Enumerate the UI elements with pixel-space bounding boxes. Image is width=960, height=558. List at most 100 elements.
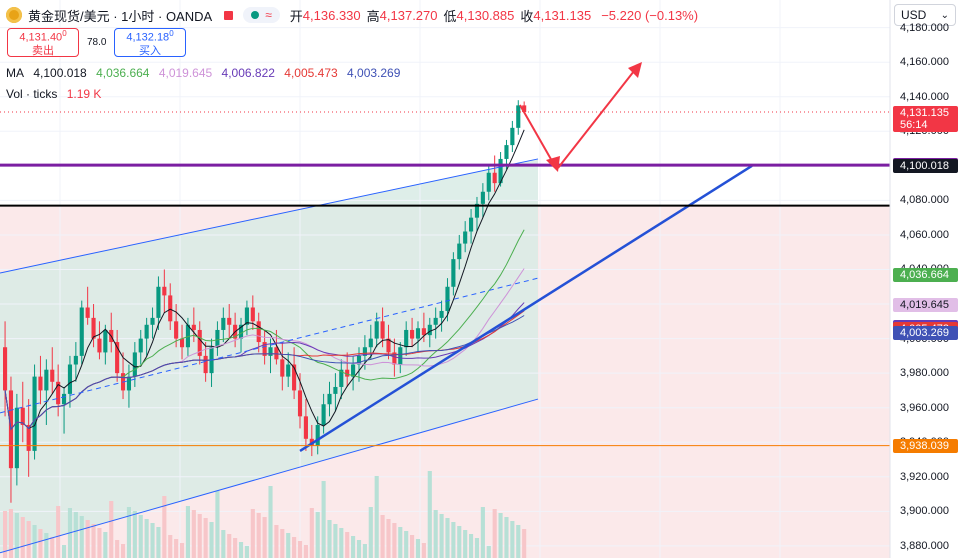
- volume-bar: [268, 486, 273, 558]
- candle-body: [61, 393, 67, 405]
- high-value: 4,137.270: [379, 7, 438, 23]
- candle-body: [333, 386, 338, 394]
- volume-bar: [410, 535, 415, 558]
- flag-icon[interactable]: [224, 10, 234, 20]
- candle-body: [73, 355, 78, 365]
- volume-bar: [386, 519, 391, 558]
- ma-value-5: 4,005.473: [284, 66, 338, 80]
- volume-bar: [179, 543, 185, 558]
- volume-bar: [315, 512, 320, 558]
- candle-body: [150, 317, 155, 325]
- y-tick-label: 4,080.000: [900, 194, 949, 207]
- price-change: −5.220 (−0.13%): [601, 7, 699, 23]
- forecast-arrow-up: [557, 65, 639, 169]
- candle-body: [498, 158, 503, 184]
- candle-body: [91, 317, 96, 339]
- candle-body: [3, 347, 8, 391]
- volume-bar: [203, 518, 208, 558]
- volume-bar: [303, 545, 308, 558]
- buy-price-main: 4,132.18: [126, 31, 170, 44]
- market-status-pill[interactable]: ≈: [243, 7, 280, 23]
- price-tag: 4,019.645: [893, 297, 958, 312]
- candle-body: [410, 329, 415, 339]
- candle-body: [221, 317, 226, 330]
- volume-bar: [297, 541, 303, 558]
- candle-body: [132, 352, 137, 377]
- candle-body: [67, 364, 73, 394]
- price-tag: 4,131.135 56:14: [893, 106, 958, 133]
- candle-body: [427, 324, 432, 336]
- candle-body: [85, 307, 90, 318]
- candle-body: [356, 355, 362, 365]
- candle-body: [238, 324, 244, 339]
- candle-body: [451, 259, 456, 287]
- volume-bar: [309, 508, 314, 558]
- volume-bar: [38, 529, 43, 558]
- volume-bar: [197, 514, 202, 558]
- volume-bar: [522, 529, 527, 558]
- sell-price: 4,131.400: [19, 27, 66, 45]
- candle-body: [327, 393, 332, 405]
- candle-body: [162, 286, 167, 296]
- currency-value: USD: [901, 8, 927, 22]
- volume-bar: [20, 517, 25, 558]
- forecast-arrowhead-up: [628, 62, 642, 78]
- candle-body: [398, 347, 403, 365]
- candle-body: [415, 328, 421, 339]
- channel-upper-line: [0, 158, 539, 274]
- candle-body: [97, 338, 102, 353]
- candle-body: [374, 321, 379, 339]
- volume-bar: [138, 515, 143, 558]
- candle-body: [486, 172, 491, 192]
- ma-legend[interactable]: MA 4,100.018 4,036.664 4,019.645 4,006.8…: [6, 66, 406, 80]
- volume-bar: [457, 526, 462, 558]
- volume-bar: [191, 510, 196, 558]
- candle-body: [315, 424, 320, 446]
- volume-bar: [32, 525, 37, 558]
- price-tag-value: 4,019.645: [900, 298, 949, 311]
- currency-select[interactable]: USD ⌄: [894, 4, 956, 26]
- ma-value-4: 4,006.822: [221, 66, 275, 80]
- volume-bar: [168, 535, 173, 558]
- volume-bar: [132, 511, 137, 558]
- volume-bar: [374, 476, 379, 558]
- candle-body: [522, 105, 527, 113]
- ma-value-2: 4,036.664: [96, 66, 150, 80]
- candle-body: [516, 105, 521, 128]
- candle-body: [362, 347, 367, 356]
- volume-legend[interactable]: Vol · ticks 1.19 K: [6, 87, 101, 101]
- candle-body: [197, 329, 202, 356]
- volume-bar: [156, 527, 161, 558]
- y-tick-label: 4,060.000: [900, 228, 949, 241]
- volume-bar: [421, 543, 426, 558]
- y-tick-label: 3,920.000: [900, 470, 949, 483]
- volume-bar: [280, 529, 285, 558]
- volume-bar: [256, 513, 261, 558]
- sell-button[interactable]: 4,131.400 卖出: [7, 28, 79, 57]
- candle-body: [492, 172, 497, 184]
- volume-bar: [144, 519, 149, 558]
- volume-bar: [185, 506, 190, 558]
- volume-bar: [126, 507, 132, 558]
- volume-bar: [8, 509, 14, 558]
- buy-button[interactable]: 4,132.180 买入: [114, 28, 186, 57]
- volume-bar: [85, 520, 90, 558]
- volume-bar: [362, 544, 367, 558]
- y-tick-label: 4,140.000: [900, 90, 949, 103]
- volume-bar: [238, 542, 244, 558]
- candle-body: [457, 243, 462, 260]
- candle-body: [144, 324, 149, 339]
- volume-bar: [286, 533, 291, 558]
- buy-label: 买入: [139, 44, 161, 57]
- volume-bar: [109, 501, 114, 558]
- volume-bar: [333, 524, 338, 558]
- candle-body: [38, 376, 43, 391]
- volume-bar: [480, 507, 485, 558]
- price-tag-value: 4,100.018: [900, 159, 949, 172]
- volume-bar: [516, 525, 521, 558]
- symbol-title[interactable]: 黄金现货/美元 · 1小时 · OANDA: [28, 8, 213, 24]
- close-label: 收: [520, 8, 534, 24]
- y-tick-label: 3,960.000: [900, 401, 949, 414]
- volume-bar: [292, 537, 297, 558]
